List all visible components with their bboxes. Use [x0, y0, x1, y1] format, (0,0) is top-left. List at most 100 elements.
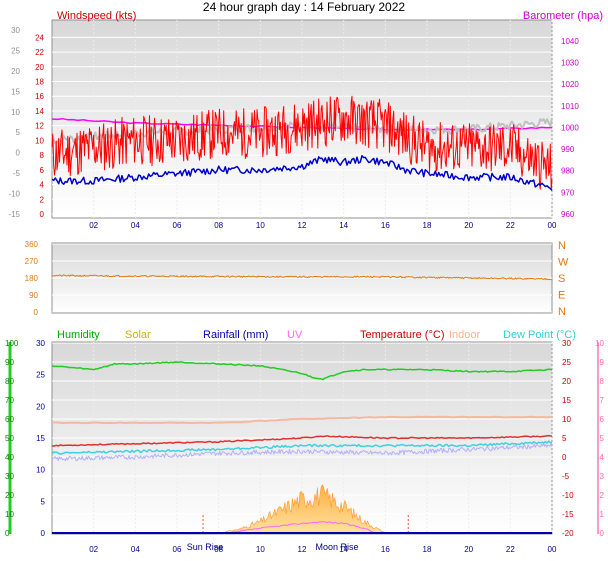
humidity-tick-label: 0 — [5, 529, 10, 538]
direction-tick-label: 0 — [34, 308, 39, 317]
x-tick-label: 10 — [256, 221, 265, 230]
windspeed-line — [51, 154, 553, 191]
rain-tick-label: 30 — [36, 339, 45, 348]
x-tick-label: 12 — [298, 221, 307, 230]
chart-title: 24 hour graph day : 14 February 2022 — [203, 0, 405, 14]
y-right-tick-label: 980 — [561, 167, 575, 176]
direction-tick-label: 270 — [25, 257, 39, 266]
temperature-line — [51, 434, 553, 447]
wind-direction-line — [51, 274, 553, 281]
x-tick-label: 20 — [464, 545, 473, 554]
y-left-tick-label: 2 — [40, 195, 45, 204]
y-right-tick-label: 1010 — [561, 102, 579, 111]
y-right-tick-label: 960 — [561, 210, 575, 219]
humidity-tick-label: 50 — [5, 434, 14, 443]
temperature-series — [51, 361, 553, 534]
x-tick-label: 12 — [298, 545, 307, 554]
x-tick-label: 18 — [423, 221, 432, 230]
uv-tick-label: 6 — [600, 415, 605, 424]
compass-tick-label: W — [558, 257, 569, 269]
y-left-tick-label: 24 — [35, 33, 44, 42]
windgust-line — [51, 95, 553, 190]
y-left2-tick-label: 0 — [16, 149, 21, 158]
x-tick-label: 22 — [506, 221, 515, 230]
y-left-tick-label: 16 — [35, 92, 44, 101]
x-tick-label: 16 — [381, 545, 390, 554]
legend-entry: Humidity — [57, 329, 100, 341]
y-left2-tick-label: 30 — [11, 26, 20, 35]
y-left-tick-label: 0 — [40, 210, 45, 219]
moon-rise-annotation: Moon Rise — [315, 542, 358, 552]
temp-tick-label: -5 — [562, 472, 570, 481]
y-left-tick-label: 20 — [35, 63, 44, 72]
y-left-tick-label: 14 — [35, 107, 44, 116]
legend-entry: Rainfall (mm) — [203, 329, 268, 341]
y-left2-tick-label: 25 — [11, 46, 20, 55]
uv-tick-label: 4 — [600, 453, 605, 462]
humidity-line — [51, 361, 553, 381]
temp-tick-label: -15 — [562, 510, 574, 519]
uv-tick-label: 7 — [600, 396, 605, 405]
barometer-label: Barometer (hpa) — [523, 10, 603, 22]
y-left2-tick-label: 5 — [16, 128, 21, 137]
temp-tick-label: -10 — [562, 491, 574, 500]
temp-tick-label: -20 — [562, 529, 574, 538]
y-right-tick-label: 1040 — [561, 37, 579, 46]
wind-pressure-axes: 024681012141618202224-15-10-505101520253… — [8, 26, 579, 230]
x-tick-label: 04 — [131, 221, 140, 230]
temp-tick-label: 15 — [562, 396, 571, 405]
temp-tick-label: 25 — [562, 358, 571, 367]
legend-entry: Solar — [125, 329, 151, 341]
y-right-tick-label: 1000 — [561, 123, 579, 132]
temp-tick-label: 5 — [562, 434, 567, 443]
y-right-tick-label: 970 — [561, 188, 575, 197]
indoor-line — [51, 415, 553, 425]
humidity-tick-label: 20 — [5, 491, 14, 500]
y-right-tick-label: 1030 — [561, 58, 579, 67]
x-tick-label: 16 — [381, 221, 390, 230]
y-left2-tick-label: -15 — [8, 210, 20, 219]
legend-entry: Indoor — [449, 329, 481, 341]
humidity-tick-label: 70 — [5, 396, 14, 405]
dew-point-line — [51, 440, 553, 455]
x-tick-label: 06 — [173, 545, 182, 554]
temp-tick-label: 0 — [562, 453, 567, 462]
rain-tick-label: 5 — [41, 497, 46, 506]
x-tick-label: 08 — [214, 221, 223, 230]
temperature-axes: 0102030405060708090100012345678910051015… — [5, 339, 605, 554]
uv-tick-label: 2 — [600, 491, 605, 500]
direction-tick-label: 180 — [25, 274, 39, 283]
temp-tick-label: 30 — [562, 339, 571, 348]
sun-rise-annotation: Sun Rise — [187, 542, 224, 552]
compass-tick-label: S — [558, 273, 565, 285]
uv-line — [229, 521, 376, 534]
rain-tick-label: 15 — [36, 434, 45, 443]
uv-tick-label: 3 — [600, 472, 605, 481]
x-tick-label: 02 — [89, 221, 98, 230]
compass-tick-label: N — [558, 240, 566, 252]
uv-tick-label: 0 — [600, 529, 605, 538]
x-tick-label: 10 — [256, 545, 265, 554]
direction-tick-label: 360 — [25, 240, 39, 249]
legend-entry: Temperature (°C) — [360, 329, 444, 341]
uv-tick-label: 9 — [600, 358, 605, 367]
y-left2-tick-label: 10 — [11, 108, 20, 117]
y-left-tick-label: 4 — [40, 181, 45, 190]
x-tick-label: 08 — [214, 545, 223, 554]
humidity-tick-label: 10 — [5, 510, 14, 519]
y-left2-tick-label: -10 — [8, 190, 20, 199]
wind-pressure-series — [51, 95, 553, 191]
x-tick-label: 04 — [131, 545, 140, 554]
uv-tick-label: 8 — [600, 377, 605, 386]
x-tick-label: 18 — [423, 545, 432, 554]
humidity-tick-label: 60 — [5, 415, 14, 424]
compass-tick-label: N — [558, 306, 566, 318]
x-tick-label: 20 — [464, 221, 473, 230]
y-right-tick-label: 1020 — [561, 80, 579, 89]
series-lavender-line — [51, 443, 553, 462]
humidity-tick-label: 90 — [5, 358, 14, 367]
humidity-tick-label: 80 — [5, 377, 14, 386]
x-tick-label: 00 — [548, 221, 557, 230]
